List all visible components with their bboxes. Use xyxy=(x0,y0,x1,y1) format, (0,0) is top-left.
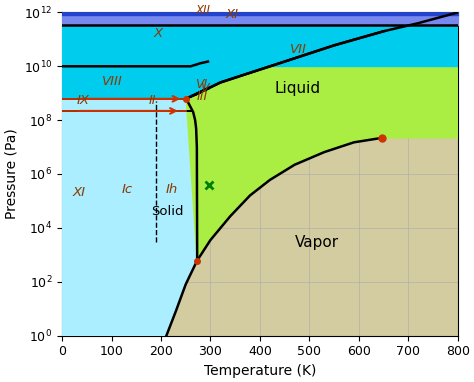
Text: III: III xyxy=(197,90,208,103)
Text: XI: XI xyxy=(225,8,238,21)
Polygon shape xyxy=(62,25,208,66)
Text: VIII: VIII xyxy=(101,75,122,88)
Text: IX: IX xyxy=(77,94,90,107)
X-axis label: Temperature (K): Temperature (K) xyxy=(204,364,316,378)
Text: Vapor: Vapor xyxy=(294,235,339,250)
Text: XII: XII xyxy=(196,4,210,17)
Polygon shape xyxy=(62,31,383,261)
Text: V: V xyxy=(200,82,208,95)
Text: VI: VI xyxy=(195,78,207,91)
Polygon shape xyxy=(62,99,197,382)
Polygon shape xyxy=(62,99,197,382)
Text: Solid: Solid xyxy=(151,205,183,218)
Text: Ic: Ic xyxy=(121,183,133,196)
Y-axis label: Pressure (Pa): Pressure (Pa) xyxy=(4,129,18,219)
Text: Ih: Ih xyxy=(166,183,178,196)
Text: X: X xyxy=(154,27,163,40)
Text: Liquid: Liquid xyxy=(275,81,321,96)
Text: II: II xyxy=(149,94,156,107)
Polygon shape xyxy=(186,13,458,261)
Polygon shape xyxy=(62,25,458,66)
Polygon shape xyxy=(62,13,458,89)
Text: VII: VII xyxy=(290,44,307,57)
Text: XI: XI xyxy=(73,186,86,199)
